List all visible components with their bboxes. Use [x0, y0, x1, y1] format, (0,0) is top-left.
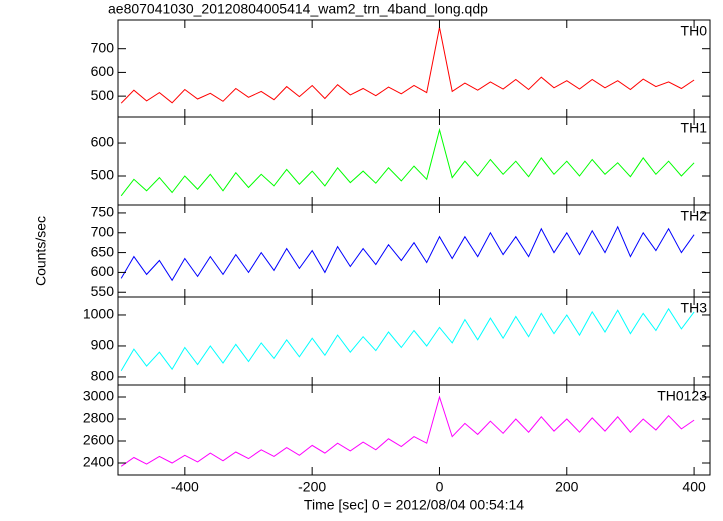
y-tick-label: 650 — [91, 243, 115, 259]
y-tick-label: 700 — [91, 223, 115, 239]
series-label: TH0123 — [657, 388, 707, 404]
data-line — [120, 307, 695, 371]
y-tick-label: 550 — [91, 283, 115, 299]
data-line — [120, 127, 695, 197]
series-label: TH3 — [681, 300, 708, 316]
data-line — [120, 225, 695, 282]
y-tick-label: 600 — [91, 134, 115, 150]
y-tick-label: 500 — [91, 167, 115, 183]
x-tick-label: 200 — [555, 479, 579, 495]
data-line — [120, 27, 695, 104]
y-tick-label: 2600 — [83, 432, 114, 448]
y-tick-label: 700 — [91, 39, 115, 55]
y-tick-label: 900 — [91, 337, 115, 353]
panel-frame — [117, 19, 711, 118]
x-tick-label: 0 — [436, 479, 444, 495]
series-label: TH0 — [681, 23, 708, 39]
panel-frame — [117, 116, 711, 206]
x-tick-label: 400 — [682, 479, 706, 495]
y-tick-label: 1000 — [83, 306, 114, 322]
y-tick-label: 2800 — [83, 410, 114, 426]
y-tick-label: 800 — [91, 368, 115, 384]
panel-frame — [117, 296, 711, 386]
x-tick-label: -400 — [171, 479, 199, 495]
y-tick-label: 750 — [91, 204, 115, 220]
y-tick-label: 2400 — [83, 454, 114, 470]
series-label: TH1 — [681, 120, 708, 136]
chart-title: ae807041030_20120804005414_wam2_trn_4ban… — [108, 1, 488, 17]
x-axis-label: Time [sec] 0 = 2012/08/04 00:54:14 — [304, 497, 524, 513]
data-line — [120, 395, 695, 467]
panel-frame — [117, 384, 711, 476]
y-tick-label: 500 — [91, 87, 115, 103]
x-tick-label: -200 — [298, 479, 326, 495]
y-axis-label: Counts/sec — [33, 216, 49, 286]
y-tick-label: 600 — [91, 63, 115, 79]
y-tick-label: 3000 — [83, 388, 114, 404]
series-label: TH2 — [681, 208, 708, 224]
panel-frame — [117, 204, 711, 298]
y-tick-label: 600 — [91, 263, 115, 279]
